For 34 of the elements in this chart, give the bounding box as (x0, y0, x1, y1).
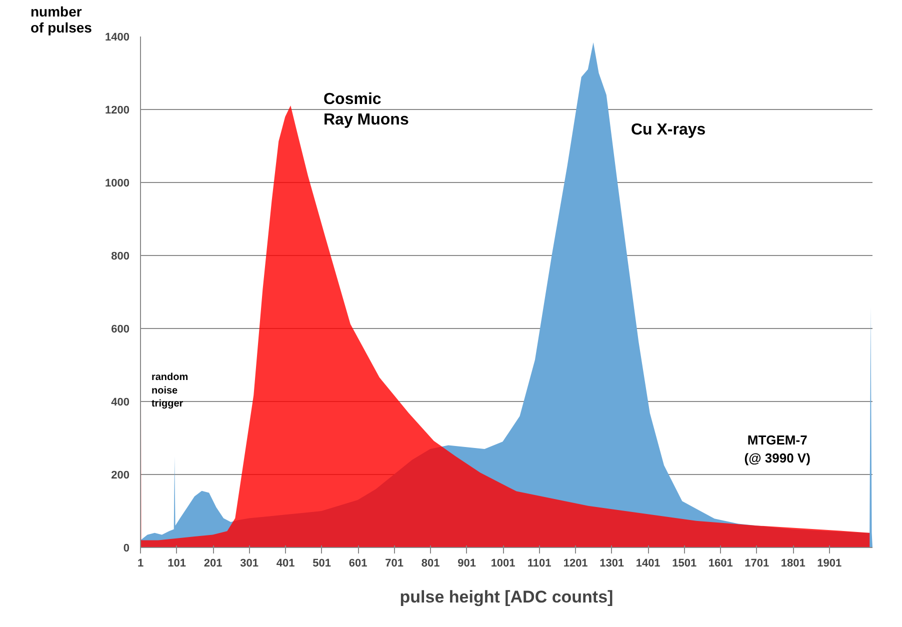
annotation: Cosmic Ray Muons (324, 91, 409, 128)
x-tick-label: 501 (312, 558, 331, 570)
x-tick-label: 1301 (600, 558, 624, 570)
x-tick-label: 801 (421, 558, 440, 570)
x-tick-label: 1601 (708, 558, 733, 570)
x-tick-label: 101 (168, 558, 186, 570)
x-tick-label: 301 (240, 558, 258, 570)
x-tick-label: 1001 (490, 558, 516, 570)
y-tick-label: 1000 (105, 178, 130, 190)
y-tick-label: 1400 (105, 32, 130, 44)
x-tick-label: 1501 (672, 558, 697, 570)
x-tick-label: 1101 (527, 558, 552, 570)
annotation: MTGEM-7 (@ 3990 V) (744, 432, 810, 466)
y-tick-label: 800 (111, 250, 130, 262)
x-tick-label: 1701 (744, 558, 770, 570)
x-tick-label: 401 (276, 558, 295, 570)
y-tick-label: 1200 (105, 104, 130, 116)
annotation: random noise trigger (151, 372, 188, 410)
x-tick-label: 701 (385, 558, 404, 570)
x-tick-label: 601 (348, 558, 368, 570)
x-tick-label: 1801 (780, 558, 806, 570)
y-axis-title: number of pulses (30, 4, 92, 36)
y-tick-label: 200 (111, 470, 130, 482)
annotation: Cu X-rays (630, 122, 706, 139)
x-tick-label: 1401 (636, 558, 660, 570)
y-tick-label: 0 (123, 542, 130, 554)
x-tick-label: 901 (458, 558, 476, 570)
y-tick-label: 600 (111, 324, 130, 336)
y-tick-label: 400 (111, 396, 130, 408)
x-tick-label: 1201 (563, 558, 588, 570)
x-tick-label: 201 (204, 558, 222, 570)
x-tick-label: 1 (137, 558, 144, 570)
x-tick-label: 1901 (817, 558, 842, 570)
x-axis-title: pulse height [ADC counts] (400, 588, 614, 606)
